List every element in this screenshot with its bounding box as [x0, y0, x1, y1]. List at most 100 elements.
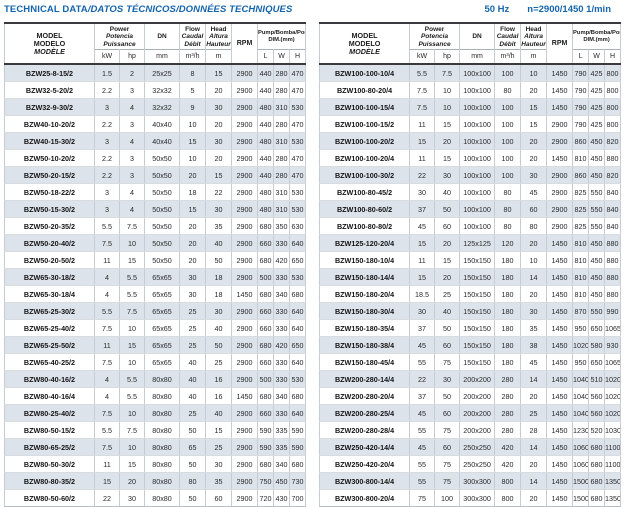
model-cell: BZW100-100-20/2: [319, 132, 411, 151]
value-cell: 530: [289, 98, 307, 117]
value-cell: 330: [273, 404, 291, 423]
value-cell: 11: [409, 115, 436, 134]
value-cell: 2900: [231, 183, 259, 202]
model-cell: BZW200-280-14/4: [319, 370, 411, 389]
value-cell: 60: [520, 200, 548, 219]
table-row: BZW32-5-20/2 2.2 3 32x32 5 20 2900 440 280 470: [4, 81, 307, 100]
head-label-en: Head: [210, 26, 227, 33]
value-cell: 1450: [546, 387, 574, 406]
value-cell: 650: [289, 336, 307, 355]
value-cell: 55: [409, 472, 436, 491]
value-cell: 2900: [231, 353, 259, 372]
dim-label-line2: DIM.(mm): [268, 37, 295, 44]
dim-label-line1: Pump/Bomba/Pompe: [258, 30, 305, 37]
col-header-head: Head Altura Hauteur: [520, 22, 548, 50]
value-cell: 470: [289, 81, 307, 100]
model-cell: BZW40-15-30/2: [4, 132, 95, 151]
model-cell: BZW80-40-16/2: [4, 370, 95, 389]
value-cell: 37: [409, 387, 436, 406]
value-cell: 500: [257, 268, 275, 287]
value-cell: 25: [179, 319, 207, 338]
value-cell: 2900: [231, 64, 259, 83]
table-row: BZW300-800-20/4 75 100 300x300 800 20 1450 1500…: [319, 489, 622, 507]
value-cell: 280: [494, 421, 522, 440]
value-cell: 32x32: [144, 81, 181, 100]
table-row: BZW100-100-15/2 11 15 100x100 100 15 2900 790 42…: [319, 115, 622, 134]
value-cell: 590: [257, 421, 275, 440]
value-cell: 200x200: [459, 370, 496, 389]
value-cell: 1450: [546, 370, 574, 389]
value-cell: 2900: [231, 217, 259, 236]
model-cell: BZW150-180-10/4: [319, 251, 411, 270]
model-cell: BZW80-25-40/2: [4, 404, 95, 423]
value-cell: 20: [179, 251, 207, 270]
value-cell: 50: [179, 489, 207, 507]
model-cell: BZW65-25-30/2: [4, 302, 95, 321]
unit-flow: m³/h: [179, 49, 207, 66]
value-cell: 1450: [546, 455, 574, 474]
value-cell: 16: [205, 387, 233, 406]
value-cell: 20: [520, 489, 548, 507]
model-label-es: MODELO: [348, 39, 381, 48]
value-cell: 5.5: [118, 370, 146, 389]
value-cell: 1450: [546, 489, 574, 507]
value-cell: 810: [572, 268, 590, 287]
value-cell: 3: [94, 200, 120, 219]
value-cell: 640: [289, 302, 307, 321]
table-row: BZW100-80-20/4 7.5 10 100x100 80 20 1450 790 425…: [319, 81, 622, 100]
value-cell: 10: [118, 404, 146, 423]
value-cell: 590: [289, 421, 307, 440]
value-cell: 20: [179, 217, 207, 236]
value-cell: 180: [494, 285, 522, 304]
value-cell: 55: [409, 353, 436, 372]
table-row: BZW50-15-30/2 3 4 50x50 15 30 2900 480 310 530: [4, 200, 307, 219]
unit-mm: mm: [459, 49, 496, 66]
model-cell: BZW100-100-15/4: [319, 98, 411, 117]
model-cell: BZW40-10-20/2: [4, 115, 95, 134]
col-header-flow: Flow Caudal Débit: [179, 22, 207, 50]
table-row: BZW50-10-20/2 2.2 3 50x50 10 20 2900 440 280 470: [4, 149, 307, 168]
value-cell: 75: [434, 353, 461, 372]
model-cell: BZW300-800-14/4: [319, 472, 411, 491]
value-cell: 200x200: [459, 404, 496, 423]
model-cell: BZW65-40-25/2: [4, 353, 95, 372]
value-cell: 310: [273, 200, 291, 219]
value-cell: 30: [205, 302, 233, 321]
value-cell: 880: [604, 149, 622, 168]
value-cell: 100x100: [459, 115, 496, 134]
value-cell: 10: [434, 81, 461, 100]
value-cell: 530: [289, 132, 307, 151]
value-cell: 14: [520, 438, 548, 457]
value-cell: 4: [118, 183, 146, 202]
value-cell: 40: [179, 370, 207, 389]
head-label-fr: Hauteur: [521, 40, 546, 48]
value-cell: 2.2: [94, 149, 120, 168]
value-cell: 150x150: [459, 251, 496, 270]
value-cell: 1450: [546, 472, 574, 491]
value-cell: 30: [118, 489, 146, 507]
value-cell: 50x50: [144, 166, 181, 185]
value-cell: 420: [494, 438, 522, 457]
title-bar: TECHNICAL DATA/DATOS TÉCNICOS/DONNÉES TE…: [4, 4, 621, 21]
value-cell: 180: [494, 353, 522, 372]
value-cell: 280: [273, 149, 291, 168]
value-cell: 40: [205, 404, 233, 423]
model-cell: BZW100-100-15/2: [319, 115, 411, 134]
value-cell: 30: [205, 455, 233, 474]
value-cell: 7.5: [94, 319, 120, 338]
value-cell: 680: [257, 217, 275, 236]
value-cell: 340: [273, 285, 291, 304]
power-label-es: Potencia: [105, 33, 134, 41]
model-cell: BZW50-10-20/2: [4, 149, 95, 168]
value-cell: 28: [520, 421, 548, 440]
value-cell: 40x40: [144, 132, 181, 151]
model-cell: BZW80-65-25/2: [4, 438, 95, 457]
value-cell: 280: [273, 166, 291, 185]
value-cell: 45: [520, 183, 548, 202]
value-cell: 10: [434, 98, 461, 117]
value-cell: 1450: [546, 64, 574, 83]
value-cell: 3: [94, 183, 120, 202]
model-cell: BZW150-180-30/4: [319, 302, 411, 321]
value-cell: 40: [179, 353, 207, 372]
value-cell: 870: [572, 302, 590, 321]
